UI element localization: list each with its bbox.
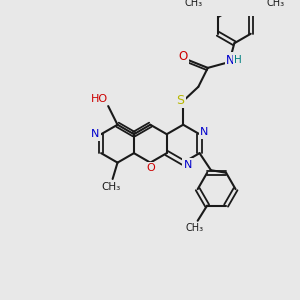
Text: N: N xyxy=(91,129,100,139)
Text: CH₃: CH₃ xyxy=(184,0,202,8)
Text: N: N xyxy=(226,54,235,67)
Text: CH₃: CH₃ xyxy=(186,223,204,233)
Text: HO: HO xyxy=(91,94,108,103)
Text: N: N xyxy=(200,127,208,137)
Text: O: O xyxy=(178,50,188,63)
Text: CH₃: CH₃ xyxy=(101,182,120,191)
Text: H: H xyxy=(234,55,242,65)
Text: N: N xyxy=(184,160,192,170)
Text: O: O xyxy=(146,163,155,173)
Text: CH₃: CH₃ xyxy=(266,0,284,8)
Text: S: S xyxy=(176,94,184,106)
